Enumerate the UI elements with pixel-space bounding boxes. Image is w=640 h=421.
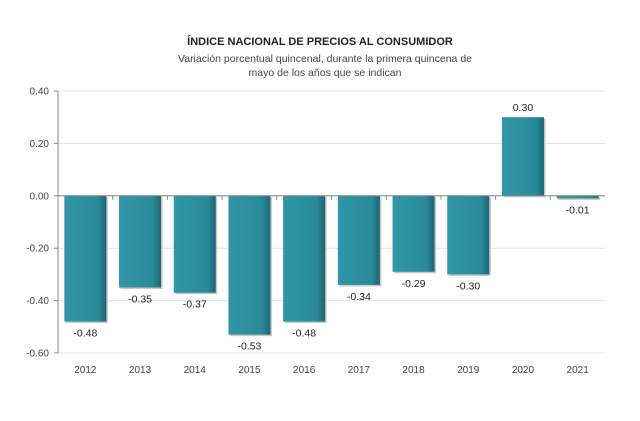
bar	[556, 195, 599, 199]
bar	[447, 195, 490, 275]
x-tick-label: 2018	[402, 365, 425, 376]
data-label: -0.01	[566, 204, 590, 216]
data-label: -0.29	[402, 278, 426, 290]
bar	[501, 117, 544, 196]
data-label: -0.48	[292, 328, 316, 340]
data-label: 0.30	[513, 102, 534, 114]
x-tick-label: 2015	[238, 365, 261, 376]
data-label: -0.53	[237, 341, 261, 353]
bar	[392, 195, 435, 272]
bar	[64, 195, 107, 322]
x-tick-label: 2013	[129, 365, 152, 376]
y-tick-label: -0.20	[26, 244, 49, 255]
x-tick-label: 2014	[184, 365, 207, 376]
bar	[119, 195, 162, 288]
x-tick-label: 2021	[567, 365, 590, 376]
data-label: -0.37	[183, 299, 207, 311]
data-label: -0.30	[456, 280, 480, 292]
x-tick-label: 2016	[293, 365, 316, 376]
chart-title: ÍNDICE NACIONAL DE PRECIOS AL CONSUMIDOR	[187, 36, 453, 48]
y-tick-label: 0.00	[30, 191, 50, 202]
y-tick-label: 0.40	[30, 87, 50, 98]
y-tick-label: -0.60	[26, 349, 49, 360]
bar	[228, 195, 271, 335]
chart-subtitle: Variación porcentual quincenal, durante …	[178, 53, 472, 79]
bar-shadow	[558, 197, 601, 200]
y-tick-label: -0.40	[26, 296, 49, 307]
bar	[337, 195, 380, 285]
x-tick-label: 2019	[457, 365, 480, 376]
data-label: -0.34	[347, 291, 371, 303]
y-tick-label: 0.20	[30, 139, 50, 150]
bar	[173, 195, 216, 293]
x-tick-label: 2020	[512, 365, 535, 376]
x-tick-label: 2017	[348, 365, 371, 376]
x-tick-label: 2012	[74, 365, 97, 376]
data-label: -0.48	[73, 328, 97, 340]
bar	[283, 195, 326, 322]
data-label: -0.35	[128, 294, 152, 306]
